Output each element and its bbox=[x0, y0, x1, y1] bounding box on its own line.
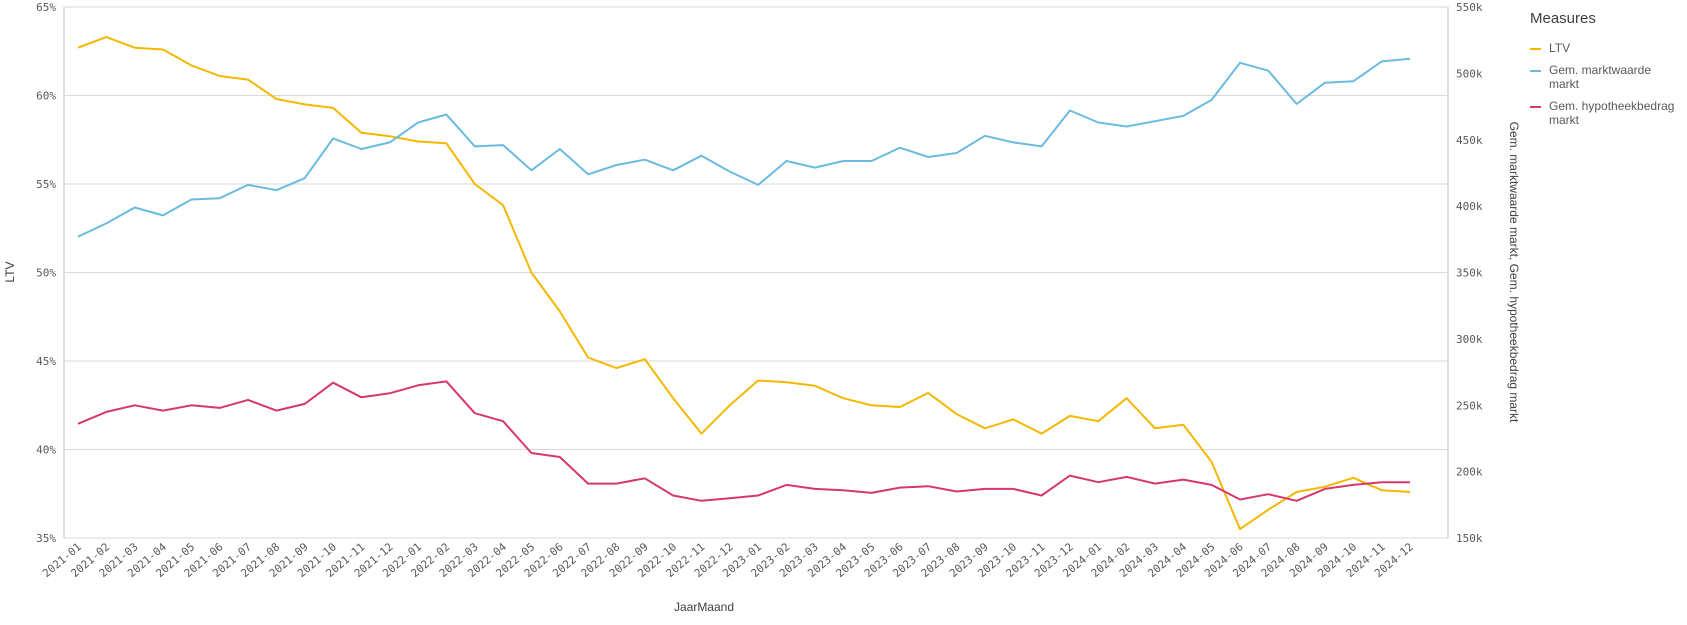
y2-tick-label: 500k bbox=[1456, 67, 1483, 80]
legend-item[interactable]: LTV bbox=[1530, 41, 1680, 55]
y2-axis-title: Gem. marktwaarde markt, Gem. hypotheekbe… bbox=[1507, 122, 1520, 423]
y-tick-label: 50% bbox=[36, 267, 56, 280]
gridlines bbox=[63, 6, 1449, 539]
legend: Measures LTV Gem. marktwaarde markt Gem. h… bbox=[1530, 10, 1680, 135]
y2-tick-label: 300k bbox=[1456, 333, 1483, 346]
y-tick-label: 40% bbox=[36, 444, 56, 457]
y-tick-label: 60% bbox=[36, 90, 56, 103]
legend-label: Gem. marktwaarde markt bbox=[1549, 63, 1652, 91]
y-axis-title: LTV bbox=[3, 261, 17, 282]
y2-tick-label: 400k bbox=[1456, 200, 1483, 213]
y2-tick-label: 150k bbox=[1456, 532, 1483, 545]
y-tick-label: 55% bbox=[36, 178, 56, 191]
legend-title: Measures bbox=[1530, 10, 1596, 27]
y-tick-label: 45% bbox=[36, 355, 56, 368]
y2-tick-label: 250k bbox=[1456, 399, 1483, 412]
y2-tick-label: 550k bbox=[1456, 1, 1483, 14]
legend-label: LTV bbox=[1549, 41, 1571, 55]
x-axis-title: JaarMaand bbox=[674, 600, 734, 614]
legend-swatch bbox=[1530, 48, 1541, 50]
x-axis-ticks: 2021-012021-022021-032021-042021-052021-… bbox=[40, 540, 1416, 580]
legend-item[interactable]: Gem. marktwaarde markt bbox=[1530, 63, 1680, 91]
legend-label: Gem. hypotheekbedrag markt bbox=[1549, 99, 1675, 127]
right-axis-ticks: 150k 200k 250k 300k 350k 400k 450k 500k 550k bbox=[1456, 1, 1483, 545]
series-lines bbox=[77, 36, 1411, 531]
line-chart: 35% 40% 45% 50% 55% 60% 65% 150k 200k 250k 300k 35… bbox=[3, 1, 1520, 614]
y2-tick-label: 450k bbox=[1456, 134, 1483, 147]
left-axis-ticks: 35% 40% 45% 50% 55% 60% 65% bbox=[36, 1, 56, 545]
legend-swatch bbox=[1530, 70, 1541, 72]
legend-item[interactable]: Gem. hypotheekbedrag markt bbox=[1530, 99, 1680, 127]
legend-swatch bbox=[1530, 106, 1541, 108]
y2-tick-label: 200k bbox=[1456, 466, 1483, 479]
y-tick-label: 65% bbox=[36, 1, 56, 14]
y2-tick-label: 350k bbox=[1456, 267, 1483, 280]
series-line-ltv[interactable] bbox=[77, 36, 1411, 531]
series-line-gem-marktwaarde-markt[interactable] bbox=[77, 57, 1411, 238]
series-line-gem-hypotheekbedrag-markt[interactable] bbox=[77, 380, 1410, 502]
y-tick-label: 35% bbox=[36, 532, 56, 545]
